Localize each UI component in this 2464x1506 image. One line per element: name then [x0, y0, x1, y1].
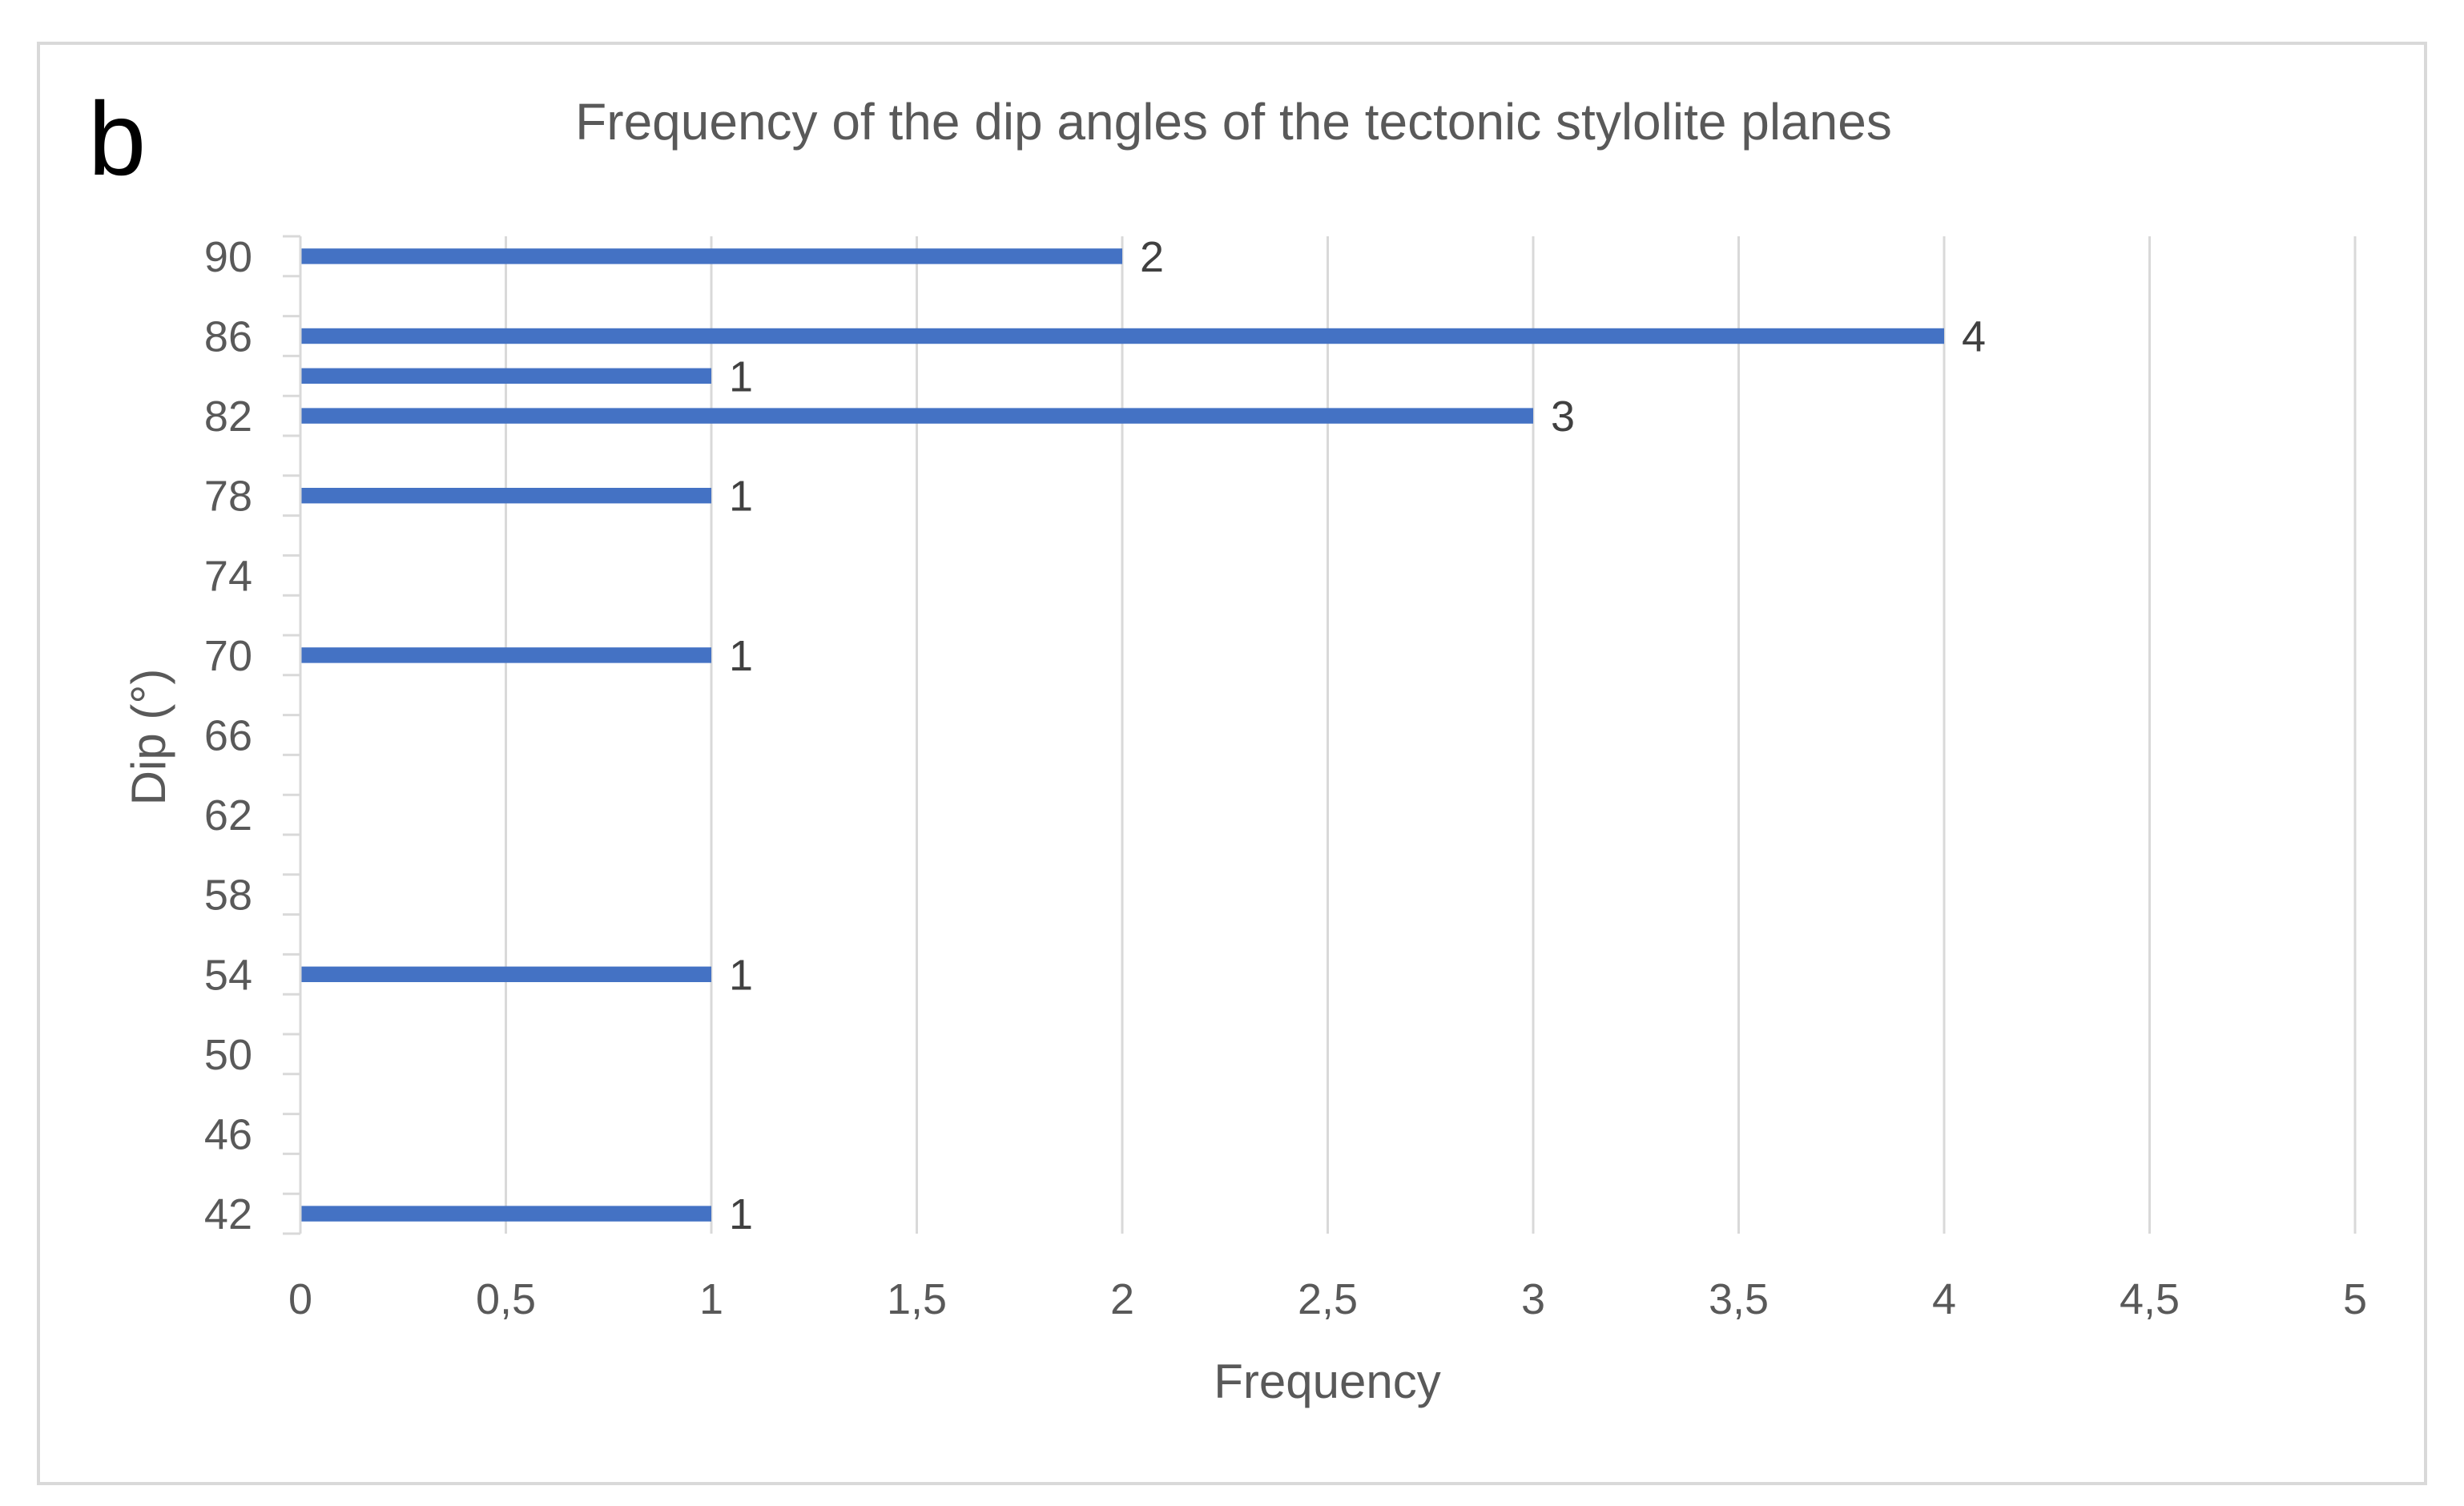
- x-axis-label: Frequency: [1214, 1355, 1440, 1408]
- y-tick-label: 90: [204, 233, 252, 281]
- bar-data-label: 1: [729, 473, 753, 521]
- bar-data-label: 1: [729, 951, 753, 999]
- bar: [300, 248, 1122, 264]
- y-tick-label: 86: [204, 313, 252, 361]
- bar-data-label: 1: [729, 632, 753, 680]
- bars: [300, 248, 1944, 1222]
- x-tick-label: 4: [1932, 1275, 1956, 1323]
- x-tick-label: 0: [288, 1275, 312, 1323]
- x-tick-label: 2: [1110, 1275, 1134, 1323]
- x-tick-label: 3: [1521, 1275, 1545, 1323]
- x-tick-label: 3,5: [1709, 1275, 1769, 1323]
- y-tick-label: 82: [204, 393, 252, 441]
- y-tick-label: 46: [204, 1111, 252, 1159]
- bar-data-label: 3: [1551, 393, 1575, 441]
- x-tick-label: 1: [699, 1275, 723, 1323]
- bar-labels: 2 4 1 3 1 1 1 1: [729, 233, 1986, 1238]
- bar: [300, 408, 1533, 424]
- y-tick-label: 70: [204, 632, 252, 680]
- y-tick-label: 62: [204, 791, 252, 840]
- bar-data-label: 4: [1962, 313, 1986, 361]
- bar-data-label: 1: [729, 1190, 753, 1238]
- y-tick-label: 42: [204, 1190, 252, 1238]
- x-tick-label: 4,5: [2120, 1275, 2180, 1323]
- bar: [300, 328, 1944, 344]
- x-tick-label: 1,5: [887, 1275, 947, 1323]
- y-tick-label: 50: [204, 1031, 252, 1079]
- gridlines: [505, 236, 2357, 1234]
- x-tick-label: 0,5: [476, 1275, 536, 1323]
- y-axis: 42 46 50 54 58 62 66 70 74 78 82 86 90: [204, 233, 302, 1238]
- bar: [300, 368, 711, 385]
- y-tick-label: 54: [204, 951, 252, 999]
- figure-border: [37, 42, 2427, 1485]
- chart-title: Frequency of the dip angles of the tecto…: [575, 93, 1892, 151]
- x-tick-label: 2,5: [1298, 1275, 1358, 1323]
- bar: [300, 647, 711, 663]
- y-tick-label: 66: [204, 712, 252, 760]
- bar: [300, 1206, 711, 1222]
- x-axis: 0 0,5 1 1,5 2 2,5 3 3,5 4 4,5 5: [288, 1275, 2367, 1323]
- x-tick-label: 5: [2343, 1275, 2367, 1323]
- y-tick-label: 58: [204, 872, 252, 920]
- y-tick-label: 74: [204, 552, 252, 600]
- bar: [300, 487, 711, 504]
- bar-data-label: 2: [1140, 233, 1164, 281]
- panel-label: b: [88, 80, 146, 197]
- y-axis-label: Dip (°): [122, 669, 175, 806]
- y-tick-label: 78: [204, 473, 252, 521]
- bar-data-label: 1: [729, 352, 753, 401]
- bar: [300, 966, 711, 983]
